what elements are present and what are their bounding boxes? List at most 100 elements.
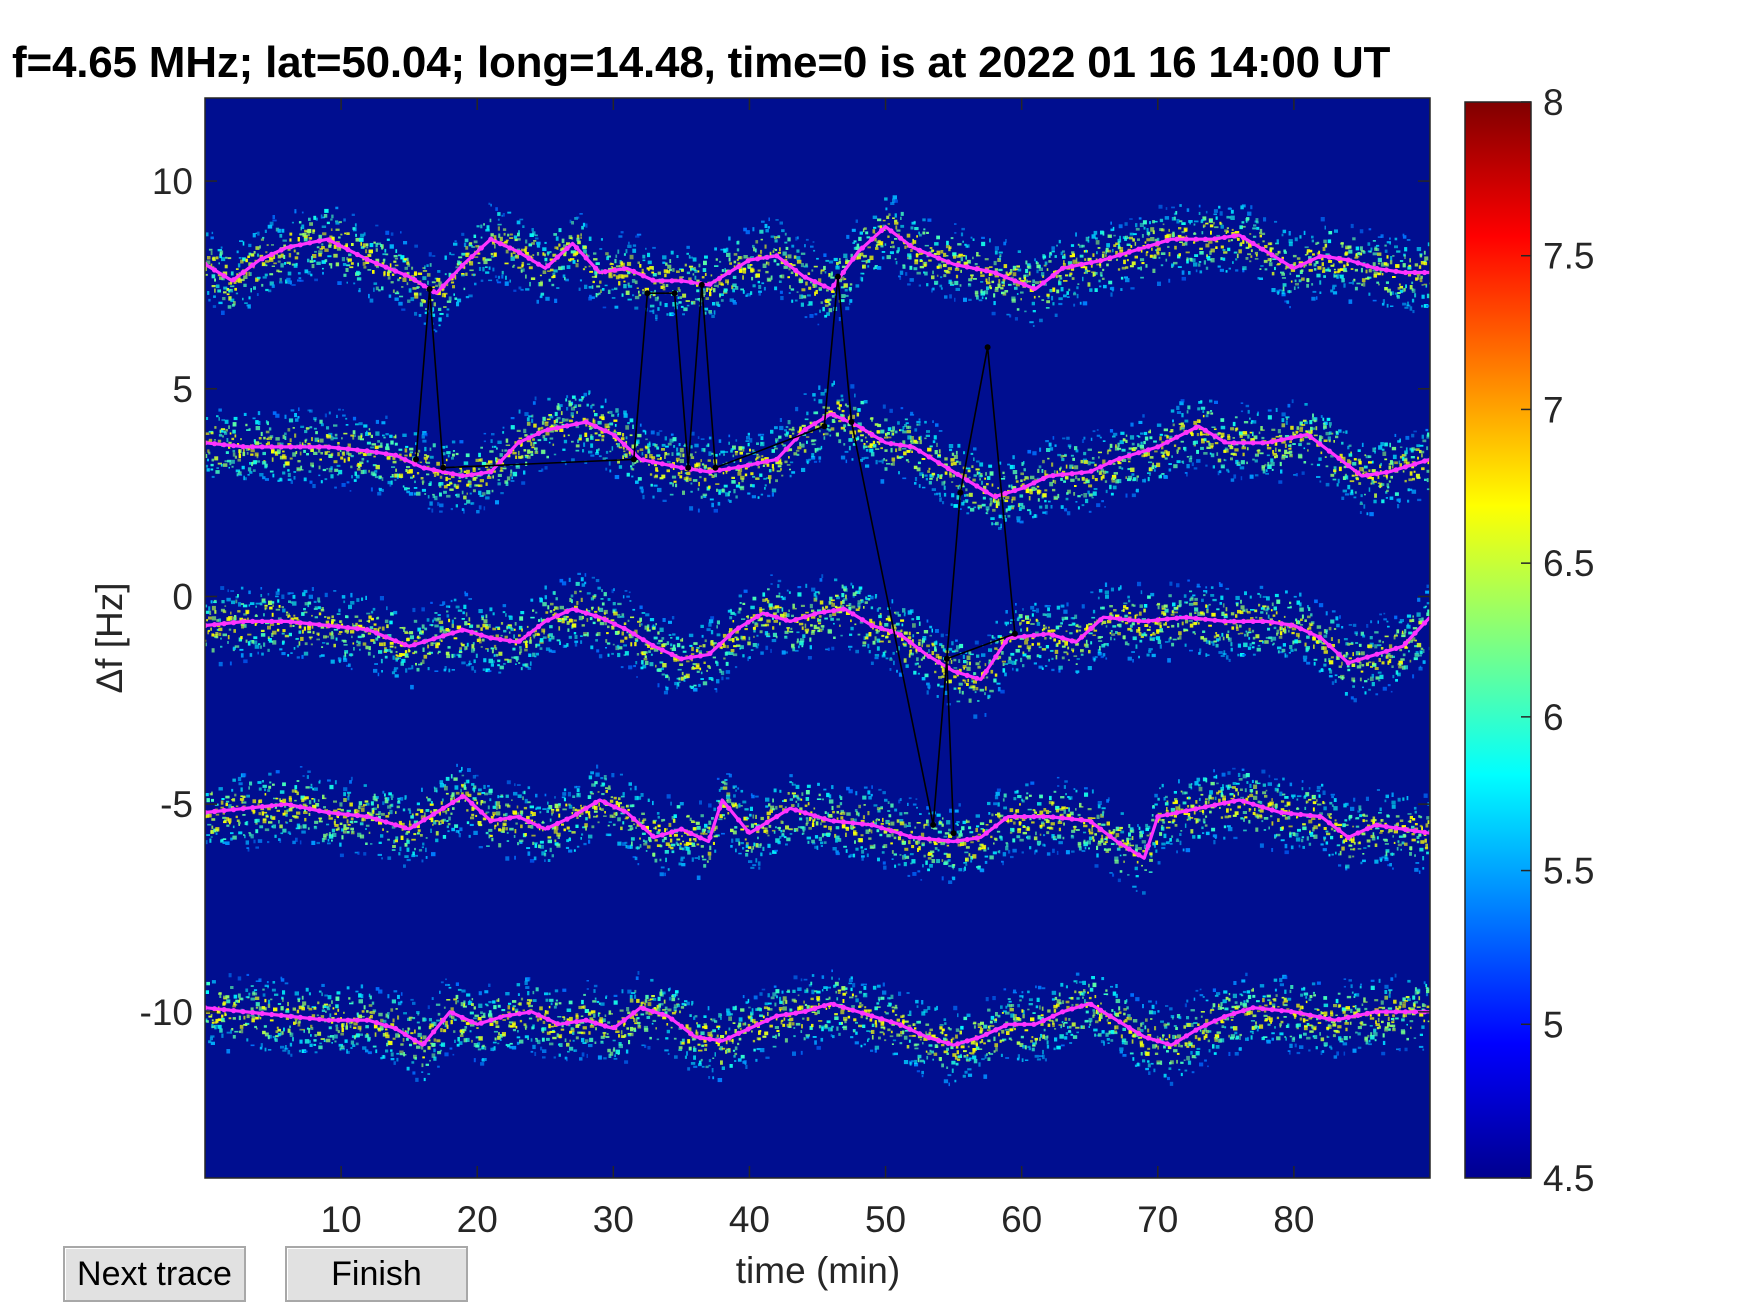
- intensity-cell: [575, 449, 580, 452]
- intensity-cell: [1152, 462, 1154, 466]
- intensity-cell: [875, 244, 878, 248]
- intensity-cell: [720, 299, 724, 302]
- intensity-cell: [673, 480, 677, 483]
- intensity-cell: [1189, 257, 1193, 262]
- intensity-cell: [534, 237, 539, 240]
- intensity-cell: [408, 288, 412, 293]
- intensity-cell: [993, 499, 997, 502]
- intensity-cell: [1089, 288, 1093, 292]
- intensity-cell: [340, 233, 343, 236]
- intensity-cell: [606, 256, 609, 261]
- intensity-cell: [407, 263, 411, 267]
- intensity-cell: [742, 290, 745, 294]
- intensity-cell: [1003, 291, 1006, 295]
- intensity-cell: [798, 277, 802, 281]
- intensity-cell: [496, 279, 499, 282]
- intensity-cell: [1138, 217, 1142, 220]
- intensity-cell: [933, 435, 937, 440]
- intensity-cell: [973, 474, 977, 477]
- intensity-cell: [880, 479, 885, 484]
- intensity-cell: [307, 601, 312, 605]
- intensity-cell: [829, 434, 832, 437]
- intensity-cell: [1131, 493, 1136, 498]
- intensity-cell: [919, 423, 921, 426]
- intensity-cell: [1140, 432, 1144, 435]
- intensity-cell: [377, 491, 382, 496]
- intensity-cell: [1272, 258, 1277, 260]
- intensity-cell: [1154, 238, 1158, 242]
- intensity-cell: [318, 612, 322, 616]
- intensity-cell: [771, 488, 777, 493]
- intensity-cell: [1165, 207, 1168, 210]
- intensity-cell: [551, 283, 555, 287]
- intensity-cell: [1067, 444, 1072, 448]
- intensity-cell: [784, 429, 787, 432]
- intensity-cell: [525, 288, 530, 291]
- intensity-cell: [965, 244, 970, 248]
- intensity-cell: [913, 439, 917, 443]
- intensity-cell: [1257, 277, 1260, 280]
- intensity-cell: [750, 472, 754, 476]
- intensity-cell: [1358, 482, 1362, 485]
- intensity-cell: [924, 271, 928, 276]
- intensity-cell: [1293, 433, 1296, 437]
- intensity-cell: [277, 260, 281, 263]
- intensity-cell: [622, 455, 624, 460]
- intensity-cell: [985, 506, 990, 511]
- intensity-cell: [256, 293, 259, 296]
- intensity-cell: [781, 229, 785, 233]
- intensity-cell: [1373, 273, 1377, 278]
- intensity-cell: [902, 426, 905, 429]
- intensity-cell: [615, 442, 618, 445]
- intensity-cell: [371, 443, 376, 446]
- intensity-cell: [1402, 263, 1406, 268]
- intensity-cell: [874, 238, 877, 242]
- intensity-cell: [1380, 442, 1384, 446]
- intensity-cell: [675, 457, 680, 461]
- intensity-cell: [965, 467, 971, 470]
- intensity-cell: [488, 279, 493, 282]
- intensity-cell: [578, 398, 582, 402]
- intensity-cell: [732, 275, 737, 279]
- intensity-cell: [1000, 287, 1004, 290]
- intensity-cell: [549, 437, 554, 440]
- intensity-cell: [1219, 211, 1223, 216]
- intensity-cell: [982, 496, 986, 500]
- intensity-cell: [1338, 429, 1342, 433]
- intensity-cell: [307, 604, 310, 608]
- intensity-cell: [1119, 440, 1124, 445]
- intensity-cell: [278, 270, 283, 273]
- intensity-cell: [1154, 465, 1157, 469]
- intensity-cell: [277, 588, 280, 592]
- intensity-cell: [358, 452, 361, 455]
- intensity-cell: [863, 400, 868, 404]
- intensity-cell: [551, 276, 554, 279]
- intensity-cell: [1084, 269, 1088, 274]
- intensity-cell: [264, 606, 268, 610]
- intensity-cell: [1196, 459, 1201, 463]
- intensity-cell: [289, 281, 292, 285]
- intensity-cell: [1039, 318, 1043, 323]
- intensity-cell: [405, 445, 409, 448]
- intensity-cell: [1280, 469, 1283, 474]
- intensity-cell: [432, 494, 436, 499]
- intensity-cell: [233, 617, 236, 621]
- intensity-cell: [303, 611, 308, 614]
- intensity-cell: [366, 245, 369, 249]
- intensity-cell: [683, 307, 688, 312]
- intensity-cell: [1364, 493, 1366, 496]
- intensity-cell: [227, 635, 230, 640]
- intensity-cell: [900, 216, 902, 220]
- intensity-cell: [774, 236, 777, 240]
- intensity-cell: [1337, 268, 1341, 273]
- intensity-cell: [840, 299, 845, 303]
- intensity-cell: [1247, 253, 1252, 256]
- intensity-cell: [808, 286, 812, 290]
- intensity-cell: [826, 289, 829, 292]
- intensity-cell: [715, 483, 720, 485]
- intensity-cell: [1128, 447, 1134, 450]
- intensity-cell: [566, 407, 569, 411]
- intensity-cell: [239, 648, 244, 651]
- intensity-cell: [698, 481, 700, 487]
- intensity-cell: [1136, 489, 1139, 493]
